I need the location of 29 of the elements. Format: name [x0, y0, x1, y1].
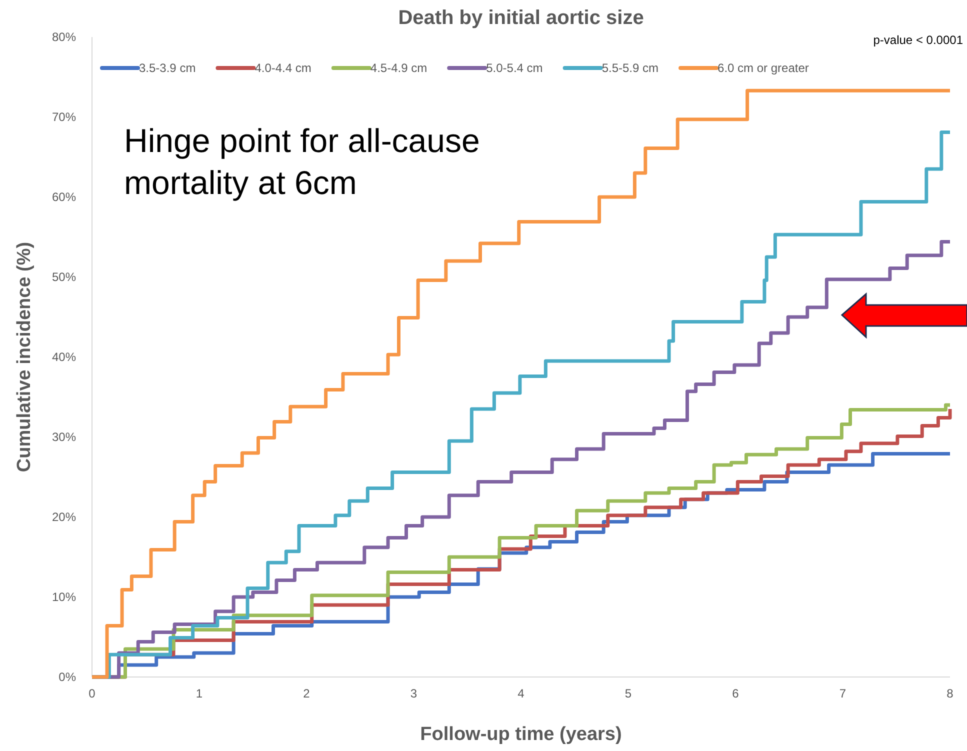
x-axis-title: Follow-up time (years)	[420, 724, 622, 745]
legend-label: 5.5-5.9 cm	[602, 61, 659, 75]
x-tick-label: 8	[946, 686, 954, 701]
y-tick-label: 0%	[58, 670, 76, 684]
legend-label: 6.0 cm or greater	[718, 61, 809, 75]
y-tick-label: 70%	[52, 110, 76, 124]
y-axis-title: Cumulative incidence (%)	[14, 242, 35, 472]
y-tick-label: 60%	[52, 190, 76, 204]
y-tick-label: 10%	[52, 590, 76, 604]
annotation: Hinge point for all-cause mortality at 6cm	[124, 122, 480, 201]
x-tick-label: 0	[88, 686, 96, 701]
legend-label: 5.0-5.4 cm	[486, 61, 543, 75]
y-tick-label: 80%	[52, 30, 76, 44]
legend-label: 4.5-4.9 cm	[370, 61, 428, 75]
annotation: p-value < 0.0001	[873, 33, 964, 47]
x-tick-label: 4	[518, 686, 525, 701]
y-tick-label: 30%	[52, 430, 76, 444]
x-tick-label: 2	[303, 686, 310, 701]
x-tick-label: 1	[196, 686, 203, 701]
x-tick-label: 3	[410, 686, 418, 701]
x-tick-label: 6	[732, 686, 740, 701]
legend-label: 4.0-4.4 cm	[254, 61, 312, 75]
legend-label: 3.5-3.9 cm	[139, 61, 196, 75]
y-tick-label: 20%	[52, 510, 76, 524]
y-tick-label: 40%	[52, 350, 76, 364]
x-tick-label: 7	[839, 686, 846, 701]
x-tick-label: 5	[624, 686, 632, 701]
chart-title: Death by initial aortic size	[398, 7, 644, 29]
y-tick-label: 50%	[52, 270, 76, 284]
